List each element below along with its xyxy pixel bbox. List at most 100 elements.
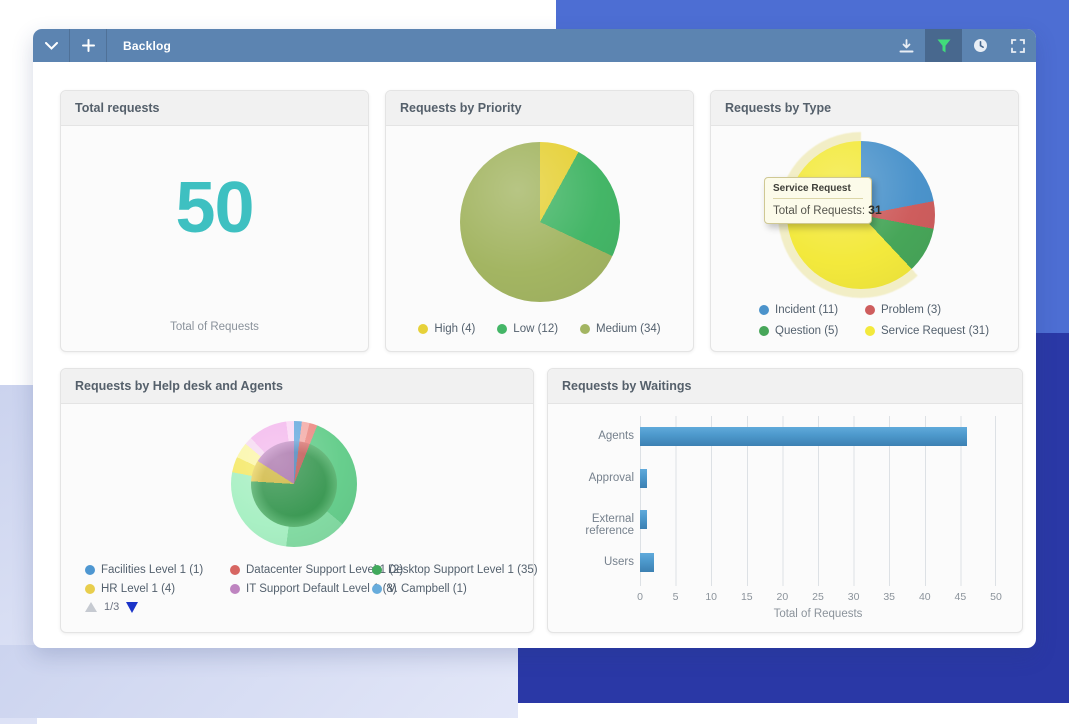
legend-item-it-support[interactable]: IT Support Default Level 1 (8) xyxy=(230,583,397,595)
legend-dot xyxy=(230,584,240,594)
x-tick-label: 25 xyxy=(812,591,824,603)
legend-pagination: 1/3 xyxy=(85,601,139,613)
legend-item-high[interactable]: High (4) xyxy=(418,323,475,335)
legend-label: Facilities Level 1 (1) xyxy=(101,564,204,576)
history-button[interactable] xyxy=(962,29,999,62)
tooltip-title: Service Request xyxy=(773,183,863,199)
legend-label: Incident (11) xyxy=(775,304,839,316)
total-requests-value: 50 xyxy=(175,168,254,248)
bar-chart-plot-area xyxy=(640,416,996,586)
legend-dot xyxy=(759,326,769,336)
x-axis-ticks: 0 5 10 15 20 25 30 35 40 45 50 xyxy=(637,591,1002,605)
legend-dot xyxy=(759,305,769,315)
history-clock-icon xyxy=(973,38,988,53)
legend-dot xyxy=(230,565,240,575)
total-requests-caption: Total of Requests xyxy=(170,321,259,333)
x-tick-label: 30 xyxy=(847,591,860,603)
legend-item-problem[interactable]: Problem (3) xyxy=(865,304,989,316)
legend-label: Datacenter Support Level 1 (2) xyxy=(246,564,404,576)
legend-dot xyxy=(580,324,591,334)
legend-item-medium[interactable]: Medium (34) xyxy=(580,323,661,335)
card-requests-by-waitings: Requests by Waitings Agents Approval Ext… xyxy=(547,368,1023,633)
type-legend: Incident (11) Problem (3) Question (5) S… xyxy=(759,304,989,337)
legend-dot xyxy=(865,326,875,336)
legend-dot xyxy=(372,584,382,594)
x-tick-label: 10 xyxy=(705,591,718,603)
helpdesk-inner-pie-chart[interactable] xyxy=(251,441,337,527)
category-label-external-reference: External reference xyxy=(585,513,634,537)
legend-item-question[interactable]: Question (5) xyxy=(759,325,865,337)
legend-item-service-request[interactable]: Service Request (31) xyxy=(865,325,989,337)
category-label-users: Users xyxy=(603,556,634,568)
legend-dot xyxy=(85,565,95,575)
legend-item-hr[interactable]: HR Level 1 (4) xyxy=(85,583,230,595)
bar-row xyxy=(640,553,995,572)
x-tick-label: 0 xyxy=(637,591,643,603)
bar-external-reference[interactable] xyxy=(640,510,648,529)
card-title: Requests by Help desk and Agents xyxy=(61,369,533,404)
legend-label: Question (5) xyxy=(775,325,839,337)
helpdesk-legend: Facilities Level 1 (1) Datacenter Suppor… xyxy=(85,564,538,595)
category-label-approval: Approval xyxy=(588,472,634,484)
dashboard-toolbar: Backlog xyxy=(33,29,1036,62)
x-tick-label: 5 xyxy=(672,591,679,603)
legend-item-low[interactable]: Low (12) xyxy=(497,323,558,335)
fullscreen-icon xyxy=(1010,38,1025,53)
x-tick-label: 50 xyxy=(990,591,1002,603)
legend-item-v-campbell[interactable]: V. Campbell (1) xyxy=(372,583,538,595)
filter-funnel-icon xyxy=(937,39,951,53)
legend-item-desktop-support[interactable]: Desktop Support Level 1 (35) xyxy=(372,564,538,576)
x-tick-label: 15 xyxy=(740,591,753,603)
legend-label: Low (12) xyxy=(513,323,559,335)
card-body: 50 Total of Requests xyxy=(61,127,368,351)
bar-users[interactable] xyxy=(640,553,655,572)
legend-label: Service Request (31) xyxy=(881,325,990,337)
legend-dot xyxy=(85,584,95,594)
card-requests-by-type: Requests by Type Service Request Total o… xyxy=(710,90,1019,352)
legend-label: Medium (34) xyxy=(596,323,661,335)
card-title: Total requests xyxy=(61,91,368,126)
card-title: Requests by Waitings xyxy=(548,369,1022,404)
tooltip-value: Total of Requests: 31 xyxy=(773,203,882,217)
bar-row xyxy=(640,469,995,488)
x-axis-title: Total of Requests xyxy=(773,608,863,620)
legend-item-facilities[interactable]: Facilities Level 1 (1) xyxy=(85,564,230,576)
bar-agents[interactable] xyxy=(640,427,967,446)
chart-tooltip: Service Request Total of Requests: 31 xyxy=(764,177,882,224)
bar-row xyxy=(640,427,995,446)
priority-pie-chart[interactable] xyxy=(460,142,620,302)
page-up-icon[interactable] xyxy=(85,602,97,612)
add-widget-button[interactable] xyxy=(70,29,107,62)
legend-dot xyxy=(497,324,508,334)
legend-dot xyxy=(372,565,382,575)
legend-label: Desktop Support Level 1 (35) xyxy=(388,564,538,576)
x-tick-label: 40 xyxy=(918,591,931,603)
dashboard-title: Backlog xyxy=(123,38,172,53)
card-requests-by-priority: Requests by Priority High (4) Low (12) M… xyxy=(385,90,694,352)
bar-approval[interactable] xyxy=(640,469,648,488)
x-tick-label: 45 xyxy=(954,591,967,603)
legend-label: Problem (3) xyxy=(881,304,942,316)
page-down-icon[interactable] xyxy=(126,601,139,613)
legend-dot xyxy=(418,324,429,334)
priority-legend: High (4) Low (12) Medium (34) xyxy=(386,323,693,335)
agents-outer-ring-chart[interactable] xyxy=(231,421,357,547)
dashboard-panel: Backlog Total requests 50 Total xyxy=(33,29,1036,648)
collapse-menu-button[interactable] xyxy=(33,29,70,62)
filter-button[interactable] xyxy=(925,29,962,62)
card-body: Agents Approval External reference Users… xyxy=(548,405,1022,632)
legend-dot xyxy=(865,305,875,315)
category-label-agents: Agents xyxy=(598,430,634,442)
legend-item-datacenter[interactable]: Datacenter Support Level 1 (2) xyxy=(230,564,403,576)
download-button[interactable] xyxy=(888,29,925,62)
download-icon xyxy=(899,38,914,53)
fullscreen-button[interactable] xyxy=(999,29,1036,62)
x-tick-label: 35 xyxy=(883,591,896,603)
card-body: Facilities Level 1 (1) Datacenter Suppor… xyxy=(61,405,538,632)
legend-item-incident[interactable]: Incident (11) xyxy=(759,304,865,316)
card-body: High (4) Low (12) Medium (34) xyxy=(386,127,693,351)
background-lavender-bottom-shape xyxy=(0,645,518,718)
card-total-requests: Total requests 50 Total of Requests xyxy=(60,90,369,352)
card-title: Requests by Type xyxy=(711,91,1018,126)
card-title: Requests by Priority xyxy=(386,91,693,126)
